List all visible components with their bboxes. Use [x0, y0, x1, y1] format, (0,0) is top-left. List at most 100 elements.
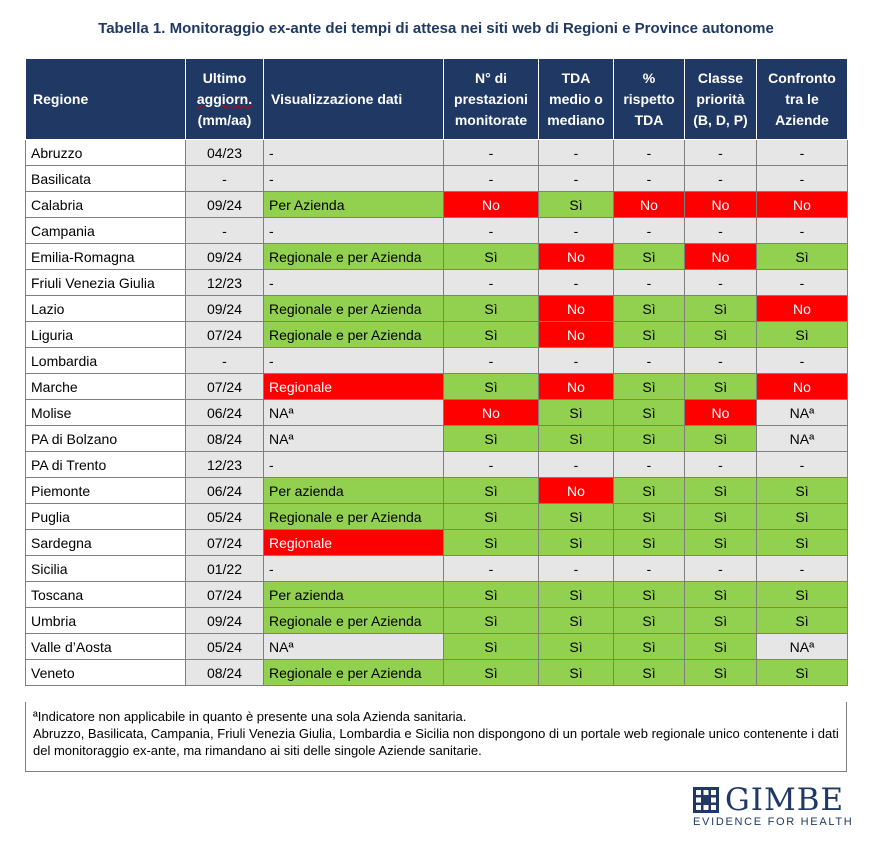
cell-classe-priorita: - [684, 269, 757, 296]
cell-visualizzazione: - [263, 451, 444, 478]
cell-rispetto-tda: Sì [613, 659, 685, 686]
table-row: Piemonte 06/24 Per azienda Sì No Sì Sì Sì [25, 477, 848, 504]
cell-aggiornamento: - [185, 347, 264, 374]
cell-classe-priorita: Sì [684, 477, 757, 504]
cell-visualizzazione: - [263, 217, 444, 244]
cell-classe-priorita: - [684, 139, 757, 166]
monitoring-table: Regione Ultimo aggiorn. (mm/aa) Visualizza… [25, 58, 848, 686]
cell-classe-priorita: - [684, 217, 757, 244]
cell-classe-priorita: Sì [684, 321, 757, 348]
table-row: Marche 07/24 Regionale Sì No Sì Sì No [25, 373, 848, 400]
cell-rispetto-tda: - [613, 555, 685, 582]
cell-regione: Friuli Venezia Giulia [25, 269, 186, 296]
header-row: Regione Ultimo aggiorn. (mm/aa) Visualizza… [25, 58, 848, 140]
cell-visualizzazione: - [263, 269, 444, 296]
table-row: Abruzzo 04/23- - - - - - [25, 139, 848, 166]
gimbe-grid-icon [693, 787, 719, 813]
cell-prestazioni: Sì [443, 373, 539, 400]
cell-prestazioni: - [443, 451, 539, 478]
cell-tda: Sì [538, 399, 614, 426]
table-row: Campania - - - - - - - [25, 217, 848, 244]
cell-classe-priorita: Sì [684, 633, 757, 660]
table-notes: ªIndicatore non applicabile in quanto è … [25, 702, 847, 772]
cell-prestazioni: Sì [443, 633, 539, 660]
cell-regione: Sardegna [25, 529, 186, 556]
cell-prestazioni: - [443, 555, 539, 582]
cell-aggiornamento: 06/24 [185, 477, 264, 504]
cell-regione: Lazio [25, 295, 186, 322]
cell-regione: Marche [25, 373, 186, 400]
cell-rispetto-tda: - [613, 451, 685, 478]
cell-aggiornamento: 09/24 [185, 243, 264, 270]
cell-prestazioni: - [443, 139, 539, 166]
cell-confronto: NAª [756, 425, 848, 452]
cell-tda: No [538, 295, 614, 322]
cell-prestazioni: Sì [443, 295, 539, 322]
cell-prestazioni: Sì [443, 243, 539, 270]
cell-aggiornamento: 12/23 [185, 451, 264, 478]
cell-confronto: Sì [756, 581, 848, 608]
header-prestazioni: N° di prestazioni monitorate [443, 58, 539, 140]
header-visualizzazione: Visualizzazione dati [263, 58, 444, 140]
cell-visualizzazione: Per Azienda [263, 191, 444, 218]
cell-tda: - [538, 451, 614, 478]
cell-tda: - [538, 139, 614, 166]
cell-classe-priorita: Sì [684, 529, 757, 556]
cell-classe-priorita: No [684, 399, 757, 426]
cell-prestazioni: Sì [443, 477, 539, 504]
cell-rispetto-tda: Sì [613, 477, 685, 504]
cell-rispetto-tda: Sì [613, 399, 685, 426]
cell-classe-priorita: Sì [684, 425, 757, 452]
cell-tda: No [538, 477, 614, 504]
cell-tda: - [538, 555, 614, 582]
cell-rispetto-tda: Sì [613, 425, 685, 452]
cell-visualizzazione: Regionale [263, 373, 444, 400]
cell-tda: Sì [538, 503, 614, 530]
table-row: Sardegna 07/24 Regionale Sì Sì Sì Sì Sì [25, 529, 848, 556]
cell-classe-priorita: Sì [684, 295, 757, 322]
table-row: Liguria 07/24 Regionale e per Azienda Sì No S… [25, 321, 848, 348]
cell-visualizzazione: - [263, 555, 444, 582]
gimbe-logo: GIMBE EVIDENCE FOR HEALTH [693, 783, 852, 832]
cell-confronto: Sì [756, 243, 848, 270]
cell-visualizzazione: Regionale e per Azienda [263, 295, 444, 322]
cell-rispetto-tda: Sì [613, 581, 685, 608]
cell-tda: Sì [538, 581, 614, 608]
cell-regione: Basilicata [25, 165, 186, 192]
cell-regione: Sicilia [25, 555, 186, 582]
cell-visualizzazione: Regionale e per Azienda [263, 321, 444, 348]
cell-regione: Liguria [25, 321, 186, 348]
cell-rispetto-tda: Sì [613, 295, 685, 322]
cell-rispetto-tda: Sì [613, 503, 685, 530]
cell-tda: Sì [538, 607, 614, 634]
table-row: Valle d’Aosta 05/24 NAª Sì Sì Sì Sì NAª [25, 633, 848, 660]
cell-confronto: Sì [756, 659, 848, 686]
cell-tda: No [538, 243, 614, 270]
table-row: Puglia 05/24 Regionale e per Azienda Sì Sì Sì… [25, 503, 848, 530]
cell-rispetto-tda: No [613, 191, 685, 218]
cell-regione: PA di Bolzano [25, 425, 186, 452]
table-row: Lombardia - - - - - - - [25, 347, 848, 374]
cell-rispetto-tda: Sì [613, 321, 685, 348]
cell-tda: Sì [538, 529, 614, 556]
cell-aggiornamento: 08/24 [185, 659, 264, 686]
cell-regione: Piemonte [25, 477, 186, 504]
cell-confronto: Sì [756, 321, 848, 348]
cell-confronto: - [756, 555, 848, 582]
cell-classe-priorita: - [684, 555, 757, 582]
cell-regione: Toscana [25, 581, 186, 608]
cell-tda: - [538, 165, 614, 192]
note-na: ªIndicatore non applicabile in quanto è … [33, 709, 467, 724]
cell-prestazioni: - [443, 347, 539, 374]
cell-aggiornamento: - [185, 165, 264, 192]
cell-rispetto-tda: Sì [613, 243, 685, 270]
cell-regione: Veneto [25, 659, 186, 686]
cell-tda: - [538, 217, 614, 244]
cell-rispetto-tda: - [613, 347, 685, 374]
cell-prestazioni: - [443, 165, 539, 192]
cell-confronto: - [756, 139, 848, 166]
cell-regione: Puglia [25, 503, 186, 530]
cell-classe-priorita: Sì [684, 503, 757, 530]
cell-confronto: - [756, 217, 848, 244]
cell-visualizzazione: Per azienda [263, 581, 444, 608]
